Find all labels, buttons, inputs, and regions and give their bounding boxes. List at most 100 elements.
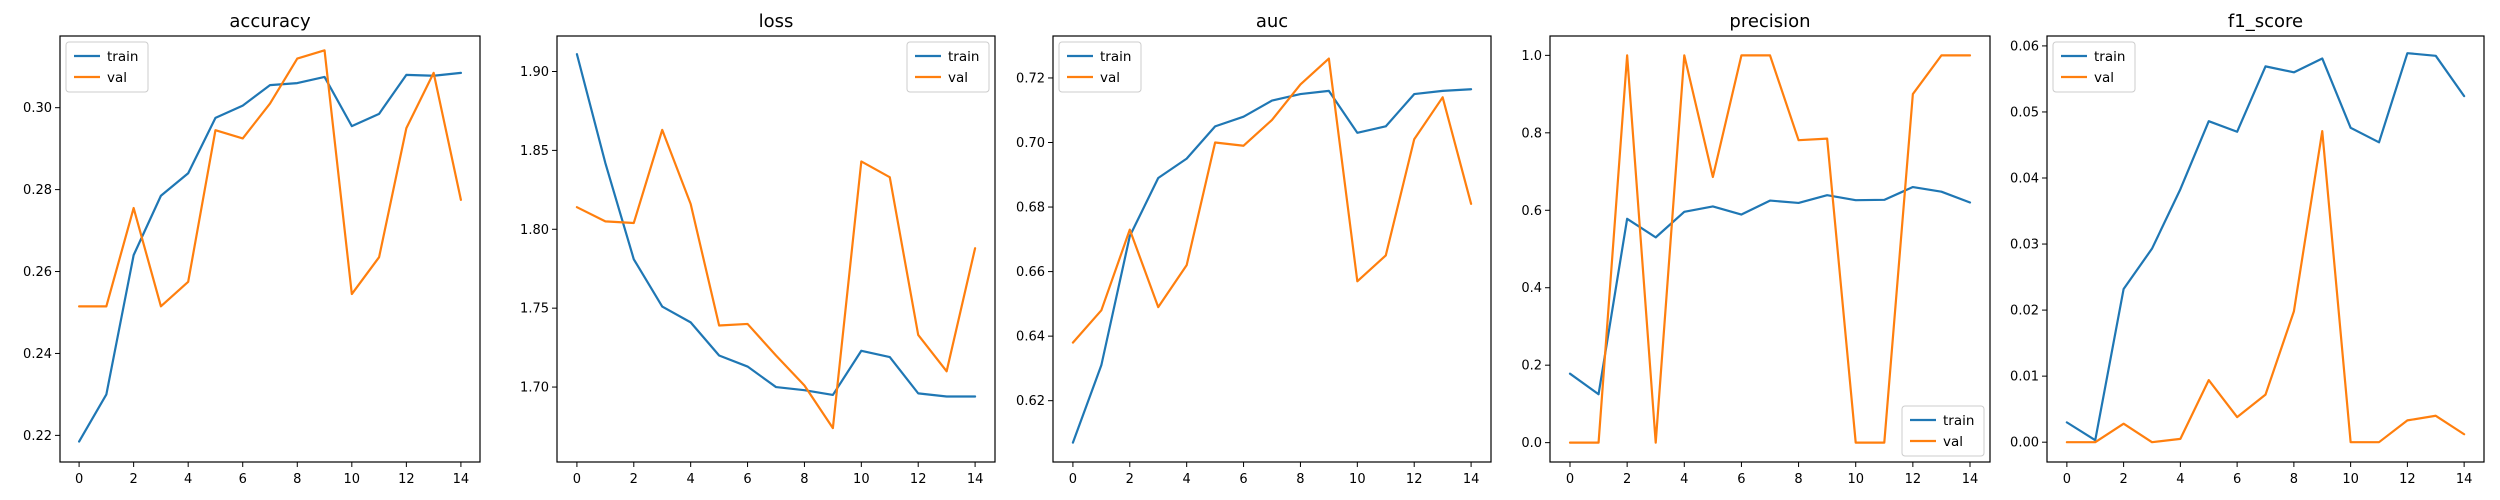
chart-panel-loss: loss 0 2 4 6 8 10 12 14 1.70 1.75 1.80 1.85 1.90 train…: [520, 11, 996, 487]
x-tick-label: 14: [1463, 472, 1480, 487]
y-tick-label: 0.72: [1016, 71, 1045, 86]
x-tick-label: 6: [743, 472, 751, 487]
x-tick-label: 4: [1183, 472, 1191, 487]
x-tick-label: 12: [398, 472, 415, 487]
series-line-train: [77, 71, 463, 443]
x-tick-label: 6: [239, 472, 247, 487]
y-tick-label: 0.66: [1016, 265, 1045, 280]
x-tick-label: 2: [1623, 472, 1631, 487]
x-tick-label: 6: [2233, 472, 2241, 487]
y-tick-label: 1.0: [1521, 49, 1542, 64]
axes-frame: [59, 35, 481, 463]
x-tick-label: 10: [1349, 472, 1366, 487]
x-tick-label: 0: [2063, 472, 2071, 487]
x-tick-label: 14: [967, 472, 984, 487]
x-tick-label: 12: [2399, 472, 2416, 487]
y-tick-label: 0.62: [1016, 394, 1045, 409]
legend-label-val: val: [2094, 70, 2114, 86]
x-tick-label: 2: [129, 472, 137, 487]
x-tick-label: 2: [2119, 472, 2127, 487]
x-tick-label: 8: [1794, 472, 1802, 487]
axes-frame: [2046, 35, 2485, 463]
legend-box: [1901, 405, 1985, 457]
y-tick-label: 0.00: [2010, 436, 2039, 451]
x-tick-label: 0: [1566, 472, 1574, 487]
axes-frame: [556, 35, 996, 463]
y-tick-label: 0.06: [2010, 39, 2039, 54]
series-line-val: [77, 49, 463, 308]
series-line-train: [575, 53, 977, 398]
y-tick-label: 0.01: [2010, 370, 2039, 385]
x-tick-label: 10: [853, 472, 870, 487]
y-tick-label: 1.90: [520, 65, 549, 80]
legend-label-train: train: [948, 49, 979, 65]
legend-label-train: train: [1100, 49, 1131, 65]
legend: train val: [65, 41, 149, 93]
series-line-val: [1071, 57, 1473, 344]
y-tick-label: 1.80: [520, 223, 549, 238]
x-tick-label: 2: [630, 472, 638, 487]
y-tick-label: 0.30: [23, 101, 52, 116]
y-tick-label: 0.24: [23, 347, 52, 362]
x-tick-label: 4: [1680, 472, 1688, 487]
y-tick-label: 0.22: [23, 429, 52, 444]
y-tick-label: 0.64: [1016, 330, 1045, 345]
x-tick-label: 12: [1905, 472, 1922, 487]
legend-box: [2052, 41, 2136, 93]
x-tick-label: 12: [910, 472, 927, 487]
series-line-train: [1568, 185, 1972, 396]
legend-label-val: val: [948, 70, 968, 86]
x-tick-label: 0: [573, 472, 581, 487]
x-tick-label: 2: [1126, 472, 1134, 487]
legend-label-val: val: [107, 70, 127, 86]
y-tick-label: 0.70: [1016, 136, 1045, 151]
legend-label-val: val: [1943, 434, 1963, 450]
x-tick-label: 4: [687, 472, 695, 487]
chart-title: f1_score: [2228, 11, 2303, 32]
x-tick-label: 6: [1239, 472, 1247, 487]
legend: train val: [1901, 405, 1985, 457]
legend-label-val: val: [1100, 70, 1120, 86]
x-tick-label: 14: [453, 472, 470, 487]
y-tick-label: 0.0: [1521, 436, 1542, 451]
legend-box: [1058, 41, 1142, 93]
x-tick-label: 8: [293, 472, 301, 487]
y-tick-label: 0.04: [2010, 172, 2039, 187]
legend-label-train: train: [107, 49, 138, 65]
y-tick-label: 0.4: [1521, 281, 1542, 296]
legend: train val: [906, 41, 990, 93]
x-tick-label: 0: [1069, 472, 1077, 487]
series-line-train: [1071, 88, 1473, 444]
y-tick-label: 0.68: [1016, 201, 1045, 216]
legend-label-train: train: [2094, 49, 2125, 65]
x-tick-label: 4: [2176, 472, 2184, 487]
legend-box: [906, 41, 990, 93]
y-tick-label: 0.2: [1521, 359, 1542, 374]
y-tick-label: 0.6: [1521, 204, 1542, 219]
x-tick-label: 10: [2342, 472, 2359, 487]
chart-panel-accuracy: accuracy 0 2 4 6 8 10 12 14 0.22 0.24 0.26 0.28 0.30 t…: [23, 11, 481, 487]
y-tick-label: 0.8: [1521, 126, 1542, 141]
x-tick-label: 14: [1962, 472, 1979, 487]
x-tick-label: 12: [1406, 472, 1423, 487]
y-tick-label: 1.85: [520, 144, 549, 159]
axes-frame: [1052, 35, 1492, 463]
x-tick-label: 6: [1737, 472, 1745, 487]
y-tick-label: 0.28: [23, 183, 52, 198]
chart-title: precision: [1729, 11, 1810, 32]
chart-title: auc: [1256, 11, 1288, 32]
y-tick-label: 0.03: [2010, 238, 2039, 253]
y-tick-label: 0.26: [23, 265, 52, 280]
legend-box: [65, 41, 149, 93]
y-tick-label: 1.75: [520, 302, 549, 317]
axes-frame: [1549, 35, 1991, 463]
x-tick-label: 14: [2456, 472, 2473, 487]
chart-title: accuracy: [229, 11, 311, 32]
legend: train val: [1058, 41, 1142, 93]
legend: train val: [2052, 41, 2136, 93]
y-tick-label: 0.02: [2010, 304, 2039, 319]
x-tick-label: 0: [75, 472, 83, 487]
chart-title: loss: [759, 11, 794, 32]
x-tick-label: 4: [184, 472, 192, 487]
